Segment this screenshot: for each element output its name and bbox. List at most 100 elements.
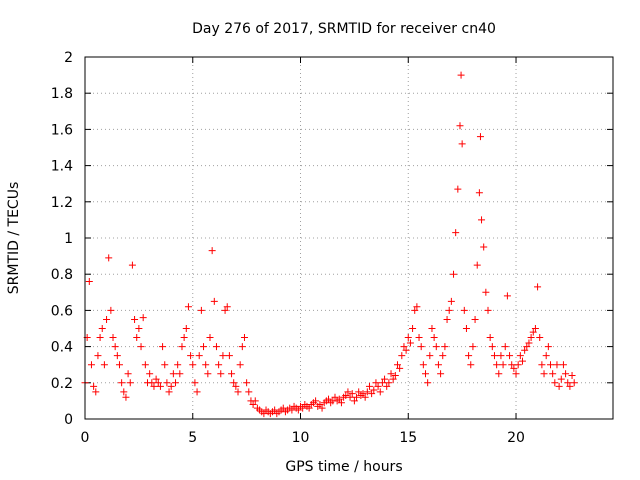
data-point — [476, 133, 484, 141]
data-point — [544, 343, 552, 351]
data-point — [516, 352, 524, 360]
data-point — [413, 303, 421, 311]
data-point — [105, 254, 113, 262]
data-point — [490, 352, 498, 360]
data-point — [536, 334, 544, 342]
data-point — [508, 361, 516, 369]
data-point — [215, 361, 223, 369]
data-point — [570, 379, 578, 387]
data-point — [337, 399, 345, 407]
data-point — [525, 339, 533, 347]
data-point — [486, 334, 494, 342]
data-point — [372, 379, 380, 387]
data-point — [378, 379, 386, 387]
data-point — [219, 352, 227, 360]
data-point — [473, 261, 481, 269]
data-point — [512, 370, 520, 378]
data-point — [493, 361, 501, 369]
y-tick-label: 1.6 — [51, 122, 73, 138]
data-point — [503, 292, 511, 300]
data-point — [113, 352, 121, 360]
data-point — [540, 370, 548, 378]
data-point — [294, 406, 302, 414]
data-point — [128, 261, 136, 269]
data-point — [90, 382, 98, 390]
data-point — [172, 379, 180, 387]
data-point — [478, 216, 486, 224]
data-point — [111, 343, 119, 351]
data-point — [454, 185, 462, 193]
data-point — [159, 343, 167, 351]
data-point — [120, 388, 128, 396]
data-point — [154, 379, 162, 387]
data-point — [400, 343, 408, 351]
data-point — [316, 401, 324, 409]
data-point — [353, 393, 361, 401]
data-point — [217, 370, 225, 378]
data-point — [547, 361, 555, 369]
data-point — [193, 388, 201, 396]
data-point — [363, 388, 371, 396]
data-point — [555, 382, 563, 390]
data-point — [434, 361, 442, 369]
data-point — [387, 370, 395, 378]
data-point — [465, 352, 473, 360]
data-point — [430, 334, 438, 342]
data-point — [370, 386, 378, 394]
x-axis-label: GPS time / hours — [285, 459, 402, 475]
data-point — [221, 306, 229, 314]
data-point — [126, 379, 134, 387]
data-point — [178, 343, 186, 351]
data-point — [549, 370, 557, 378]
data-point — [189, 361, 197, 369]
data-point — [368, 390, 376, 398]
data-point — [506, 352, 514, 360]
data-point — [383, 382, 391, 390]
y-tick-label: 2 — [64, 50, 73, 66]
data-point — [365, 382, 373, 390]
data-point — [187, 352, 195, 360]
data-point — [87, 361, 95, 369]
data-point — [98, 325, 106, 332]
data-point — [331, 393, 339, 401]
data-point — [131, 315, 139, 323]
data-point — [458, 140, 466, 148]
data-point — [335, 395, 343, 403]
data-point — [174, 361, 182, 369]
data-point — [299, 404, 307, 412]
data-point — [152, 375, 160, 383]
data-points — [81, 71, 578, 418]
data-point — [424, 379, 432, 387]
data-point — [344, 388, 352, 396]
x-tick-label: 5 — [188, 430, 197, 446]
data-point — [538, 361, 546, 369]
data-point — [497, 352, 505, 360]
data-point — [422, 370, 430, 378]
data-point — [204, 370, 212, 378]
data-point — [447, 297, 455, 305]
data-point — [417, 343, 425, 351]
data-point — [191, 379, 199, 387]
data-point — [245, 388, 253, 396]
data-point — [553, 361, 561, 369]
data-point — [184, 303, 192, 311]
x-tick-label: 15 — [399, 430, 417, 446]
data-point — [359, 390, 367, 398]
data-point — [564, 379, 572, 387]
data-point — [559, 361, 567, 369]
data-point — [288, 406, 296, 414]
data-point — [249, 401, 257, 409]
data-point — [135, 325, 143, 332]
data-point — [443, 315, 451, 323]
chart-title: Day 276 of 2017, SRMTID for receiver cn4… — [192, 21, 496, 37]
data-point — [271, 406, 279, 414]
data-point — [404, 334, 412, 342]
data-point — [238, 343, 246, 351]
data-point — [469, 343, 477, 351]
data-point — [243, 379, 251, 387]
y-tick-label: 0.2 — [51, 376, 73, 392]
data-point — [103, 315, 111, 323]
data-point — [501, 343, 509, 351]
data-point — [107, 306, 115, 314]
